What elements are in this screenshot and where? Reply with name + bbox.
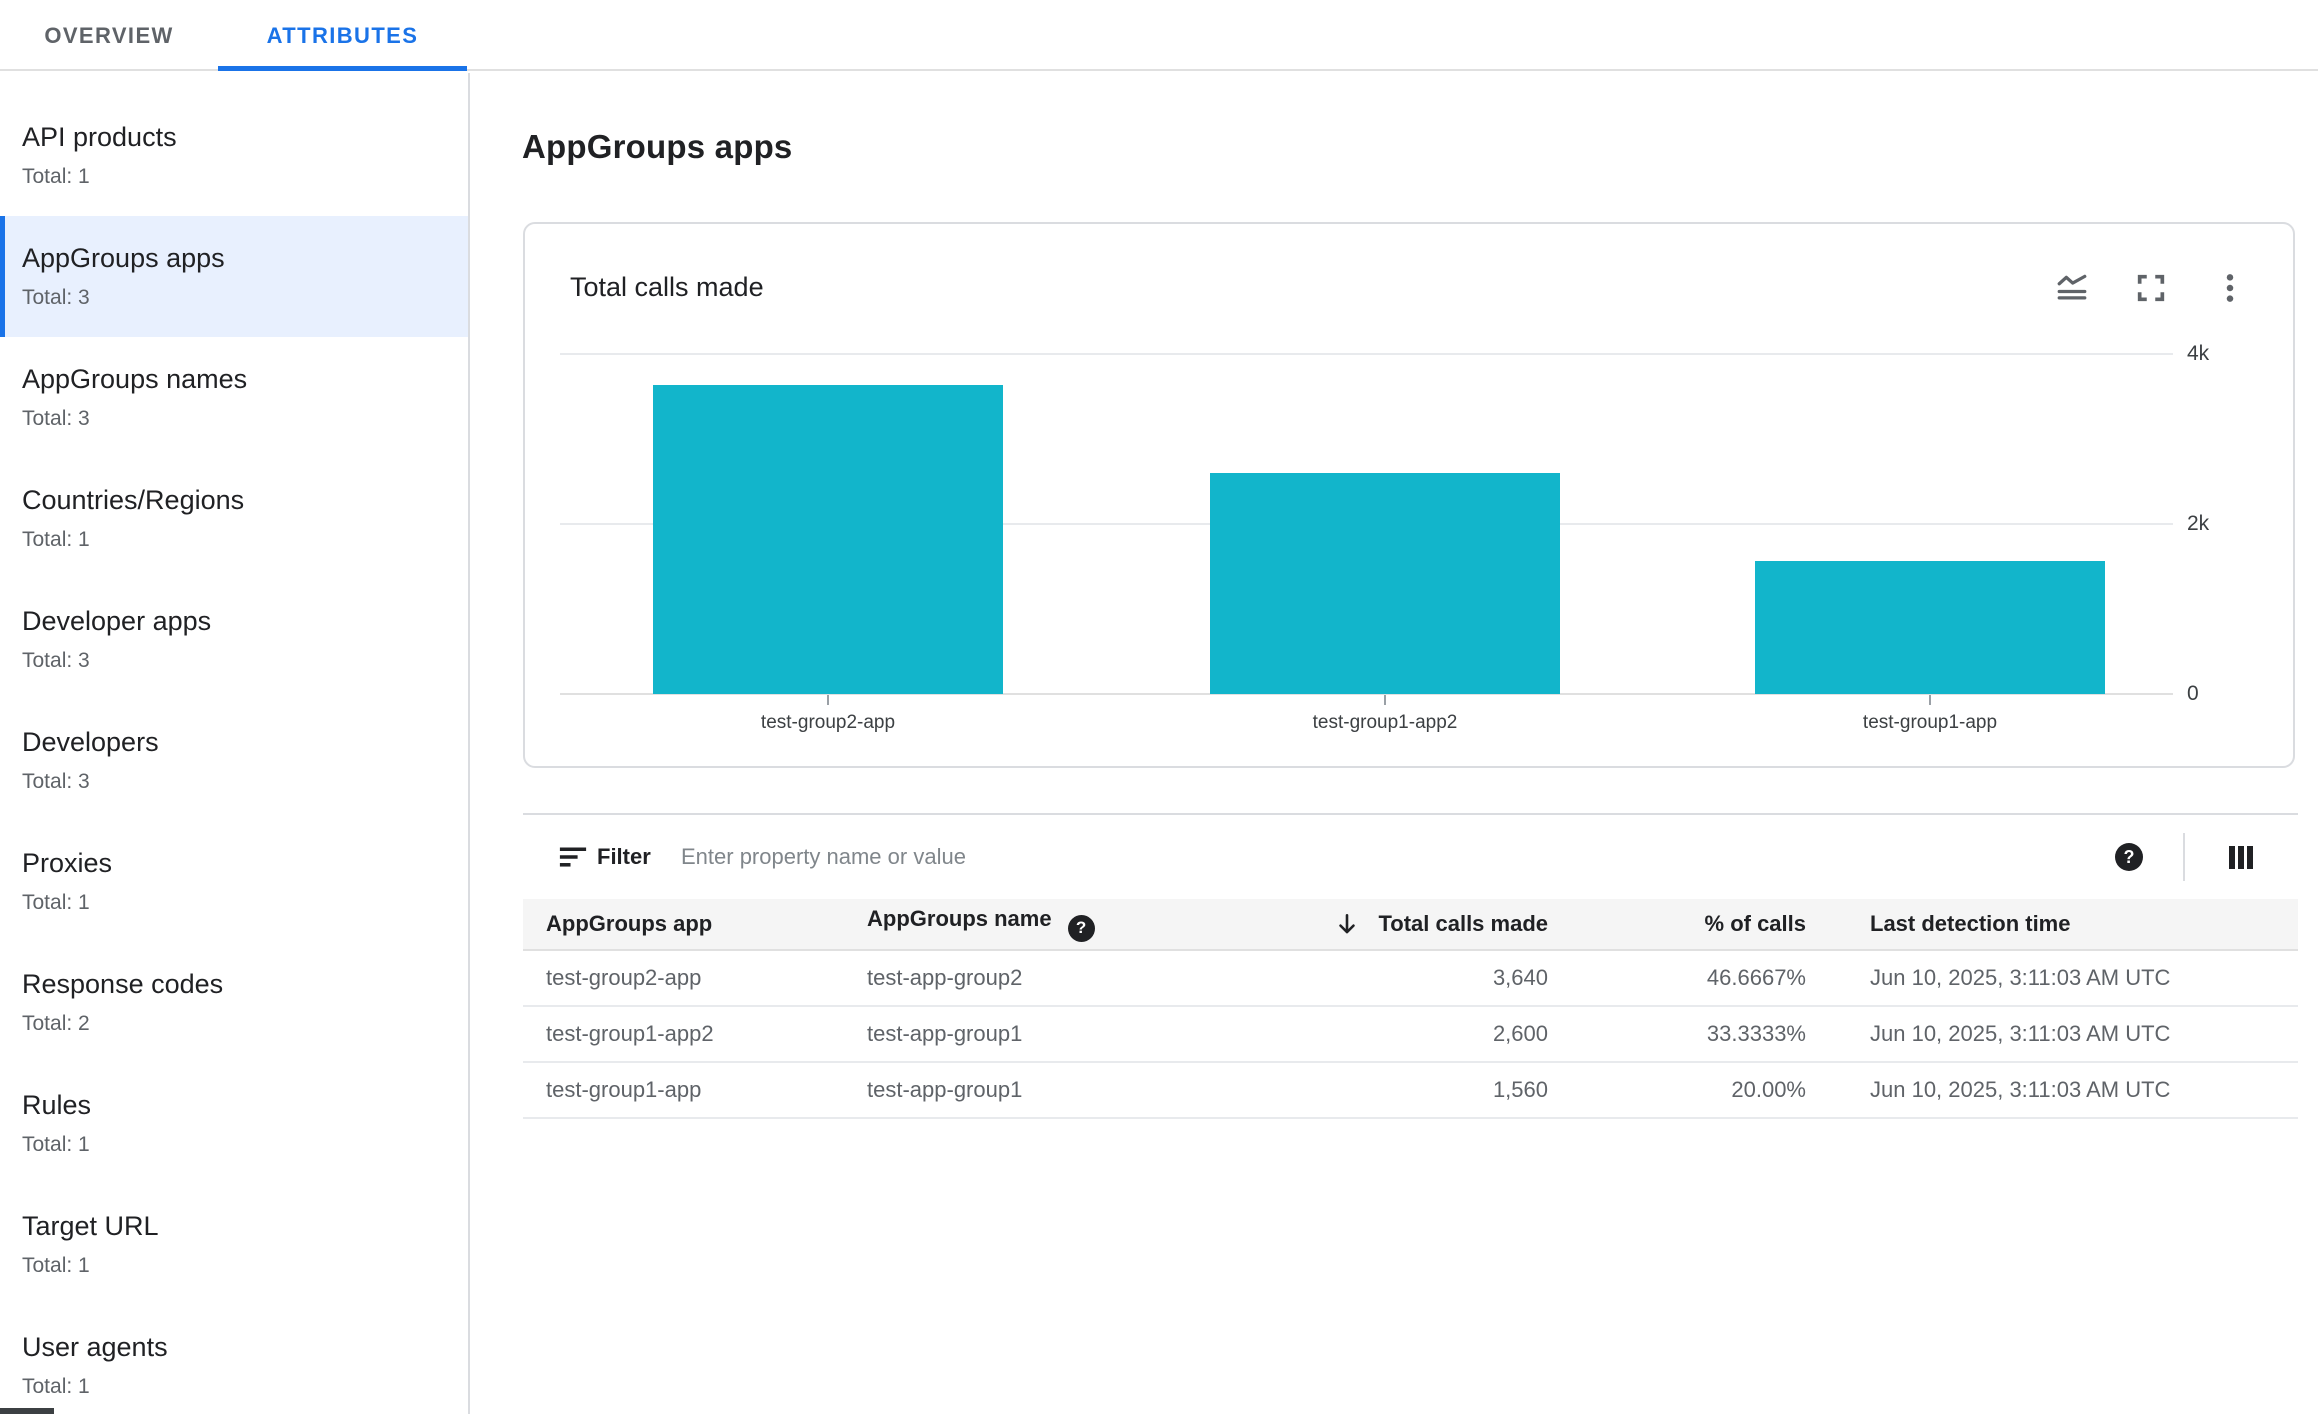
- sidebar-item-developers[interactable]: Developers Total: 3: [0, 700, 468, 821]
- tab-attributes[interactable]: ATTRIBUTES: [218, 0, 467, 71]
- sidebar-item-total: Total: 3: [22, 286, 90, 309]
- table-row-test-group1-app: test-group1-app test-app-group1 1,560 20.00…: [523, 1062, 2298, 1119]
- sidebar-item-label: Countries/Regions: [22, 485, 245, 515]
- table-row-test-group2-app: test-group2-app test-app-group2 3,640 46.66…: [523, 950, 2298, 1007]
- sidebar-item-label: AppGroups apps: [22, 243, 225, 273]
- chart-card: Total calls made 4k 2k 0 test-gro: [523, 222, 2295, 768]
- column-help-icon[interactable]: ?: [1067, 914, 1095, 942]
- filter-input[interactable]: [681, 815, 1881, 899]
- sidebar-item-total: Total: 3: [22, 770, 90, 793]
- cell: 33.3333%: [1548, 1006, 1806, 1063]
- sort-desc-icon: [1339, 914, 1356, 934]
- sidebar-item-total: Total: 3: [22, 649, 90, 672]
- gridline-0: [560, 693, 2173, 695]
- x-axis-label: test-group1-app2: [1312, 712, 1458, 733]
- filter-help-icon[interactable]: ?: [2115, 843, 2143, 871]
- sidebar-item-appgroups-apps[interactable]: AppGroups apps Total: 3: [0, 216, 468, 337]
- sidebar-item-proxies[interactable]: Proxies Total: 1: [0, 821, 468, 942]
- sidebar-item-total: Total: 1: [22, 528, 90, 551]
- sidebar-item-total: Total: 2: [22, 1012, 90, 1035]
- column-header-label: AppGroups name: [867, 906, 1052, 932]
- cell: Jun 10, 2025, 3:11:03 AM UTC: [1806, 950, 2298, 1007]
- chart-plot: 4k 2k 0 test-group2-app test-group1-app2 test…: [525, 224, 2293, 766]
- sidebar-item-label: API products: [22, 122, 177, 152]
- cell: test-app-group2: [867, 950, 1197, 1007]
- y-axis-label: 2k: [2187, 512, 2210, 535]
- table-body: test-group2-app test-app-group2 3,640 46.66…: [523, 950, 2298, 1119]
- cell: test-group1-app: [523, 1062, 867, 1119]
- x-axis-tick: [827, 695, 829, 705]
- page-title: AppGroups apps: [522, 128, 793, 165]
- sidebar-item-label: Developer apps: [22, 606, 212, 636]
- column-header-percent-of-calls[interactable]: % of calls: [1548, 899, 1806, 951]
- sidebar-item-appgroups-names[interactable]: AppGroups names Total: 3: [0, 337, 468, 458]
- x-axis-tick: [1929, 695, 1931, 705]
- sidebar-item-label: Rules: [22, 1090, 92, 1120]
- sidebar-item-total: Total: 1: [22, 1133, 90, 1156]
- cell: 3,640: [1197, 950, 1548, 1007]
- chart-type-icon[interactable]: [2055, 271, 2089, 305]
- data-table: AppGroups app AppGroups name? Total call…: [523, 899, 2298, 1119]
- cell: test-app-group1: [867, 1062, 1197, 1119]
- column-header-label: Total calls made: [1378, 911, 1548, 936]
- filter-icon: [559, 847, 587, 867]
- sidebar-item-rules[interactable]: Rules Total: 1: [0, 1063, 468, 1184]
- filter-label: Filter: [597, 844, 651, 869]
- sidebar-item-label: Proxies: [22, 848, 113, 878]
- table-section: Filter ? AppGroups app AppGroups name?: [523, 813, 2298, 1119]
- x-axis-tick: [1384, 695, 1386, 705]
- table-header-row: AppGroups app AppGroups name? Total call…: [523, 899, 2298, 951]
- cell: Jun 10, 2025, 3:11:03 AM UTC: [1806, 1006, 2298, 1063]
- cell: 20.00%: [1548, 1062, 1806, 1119]
- sidebar-item-user-agents[interactable]: User agents Total: 1: [0, 1305, 468, 1426]
- column-header-total-calls-made[interactable]: Total calls made: [1197, 899, 1548, 951]
- chart-title: Total calls made: [570, 272, 764, 302]
- tab-overview[interactable]: OVERVIEW: [44, 22, 174, 48]
- sidebar-item-api-products[interactable]: API products Total: 1: [0, 95, 468, 216]
- sidebar-item-total: Total: 1: [22, 1254, 90, 1277]
- cell: 1,560: [1197, 1062, 1548, 1119]
- cell: test-group2-app: [523, 950, 867, 1007]
- y-axis-label: 4k: [2187, 342, 2210, 365]
- x-axis-label: test-group1-app: [1862, 712, 1998, 733]
- more-vert-icon[interactable]: [2213, 271, 2247, 305]
- column-header-appgroups-app[interactable]: AppGroups app: [523, 899, 867, 951]
- sidebar-item-response-codes[interactable]: Response codes Total: 2: [0, 942, 468, 1063]
- table-row-test-group1-app2: test-group1-app2 test-app-group1 2,600 33.3…: [523, 1006, 2298, 1063]
- sidebar-item-label: Target URL: [22, 1211, 159, 1241]
- sidebar-item-label: User agents: [22, 1332, 168, 1362]
- sidebar-item-label: AppGroups names: [22, 364, 248, 394]
- cell: Jun 10, 2025, 3:11:03 AM UTC: [1806, 1062, 2298, 1119]
- y-axis-label: 0: [2187, 682, 2199, 705]
- sidebar-item-countries-regions[interactable]: Countries/Regions Total: 1: [0, 458, 468, 579]
- cell: 2,600: [1197, 1006, 1548, 1063]
- sidebar-item-label: Developers: [22, 727, 159, 757]
- column-header-appgroups-name[interactable]: AppGroups name?: [867, 899, 1197, 951]
- filter-bar: Filter ?: [523, 815, 2298, 899]
- cell: test-app-group1: [867, 1006, 1197, 1063]
- filter-divider: [2183, 833, 2185, 881]
- sidebar-item-developer-apps[interactable]: Developer apps Total: 3: [0, 579, 468, 700]
- sidebar-item-label: Response codes: [22, 969, 224, 999]
- x-axis-label: test-group2-app: [760, 712, 896, 733]
- bar-test-group1-app2: [1210, 473, 1560, 694]
- bar-test-group1-app: [1755, 561, 2105, 694]
- column-header-last-detection-time[interactable]: Last detection time: [1806, 899, 2298, 951]
- sidebar-item-total: Total: 1: [22, 891, 90, 914]
- horizontal-scrollbar-thumb[interactable]: [0, 1408, 54, 1414]
- column-settings-icon[interactable]: [2229, 846, 2253, 869]
- sidebar-item-total: Total: 1: [22, 165, 90, 188]
- fullscreen-icon[interactable]: [2134, 271, 2168, 305]
- sidebar-item-total: Total: 3: [22, 407, 90, 430]
- cell: 46.6667%: [1548, 950, 1806, 1007]
- gridline-4k: [560, 353, 2173, 355]
- cell: test-group1-app2: [523, 1006, 867, 1063]
- sidebar-item-target-url[interactable]: Target URL Total: 1: [0, 1184, 468, 1305]
- sidebar-item-total: Total: 1: [22, 1375, 90, 1398]
- chart-toolbar: [2055, 271, 2247, 305]
- tab-bar: OVERVIEW ATTRIBUTES: [0, 0, 2318, 71]
- sidebar: API products Total: 1 AppGroups apps Total:…: [0, 73, 470, 1414]
- bar-test-group2-app: [653, 384, 1003, 694]
